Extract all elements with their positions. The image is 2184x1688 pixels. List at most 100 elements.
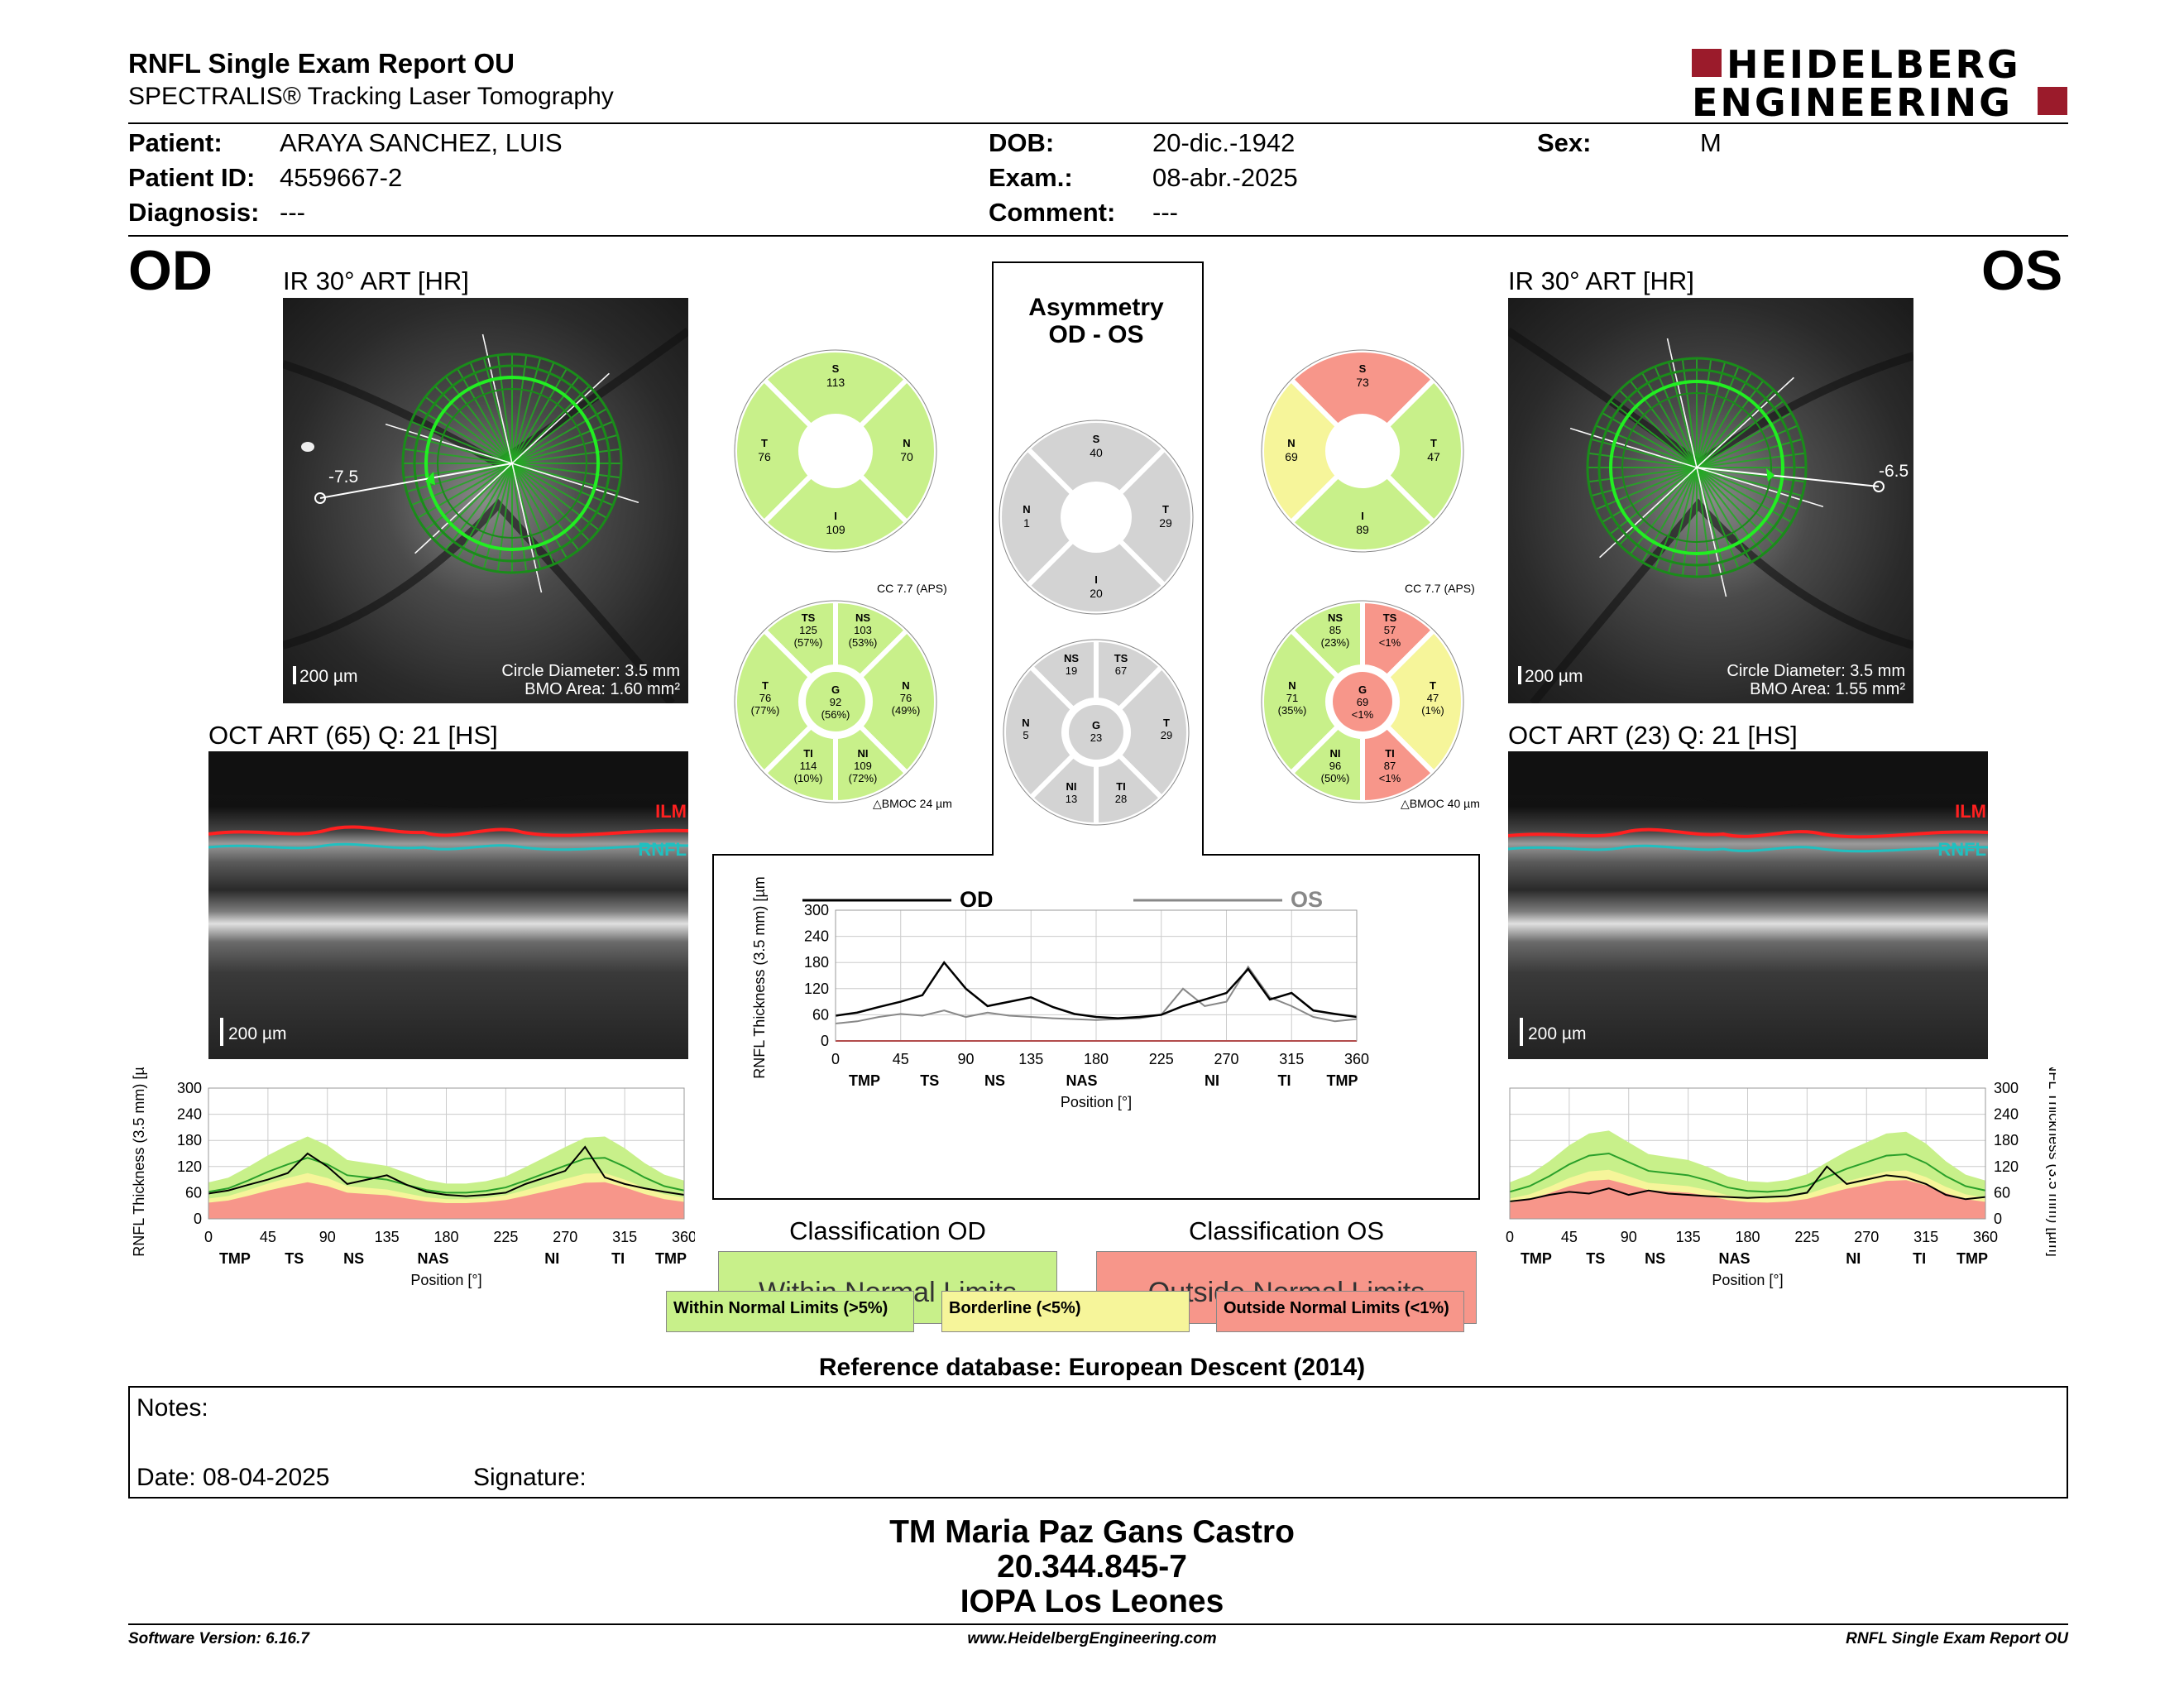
- sector-g: [1069, 705, 1123, 760]
- od-s6-n-v: 76: [900, 692, 912, 704]
- dob-value: 20-dic.-1942: [1152, 128, 1296, 157]
- exam-label: Exam.:: [989, 163, 1073, 192]
- scan-spoke: [511, 463, 600, 531]
- od-cc-label: CC 7.7 (APS): [877, 582, 947, 595]
- sector-g: [1333, 672, 1392, 731]
- os-s4-i-label: I: [1361, 510, 1364, 522]
- os-oct-image: ILM RNFL 200 µm: [1508, 751, 1988, 1059]
- os-s6-ns-v: 85: [1329, 624, 1341, 636]
- x-axis-label: Position [°]: [1061, 1094, 1132, 1110]
- legend-within-normal: Within Normal Limits (>5%): [666, 1291, 914, 1332]
- os-circle-diameter: Circle Diameter: 3.5 mm: [1727, 662, 1905, 680]
- od-s6-t-p: (77%): [751, 704, 780, 717]
- scan-spoke: [1629, 467, 1698, 555]
- os-s6-ts-l: TS: [1383, 611, 1397, 624]
- scan-spoke: [496, 354, 513, 464]
- outside-band-red: [208, 1182, 684, 1219]
- od-s6-g-p: (56%): [821, 708, 850, 721]
- scan-spoke: [424, 396, 513, 464]
- scan-spoke: [1654, 366, 1698, 468]
- report-subtitle: SPECTRALIS® Tracking Laser Tomography: [128, 83, 614, 110]
- scan-spoke: [1595, 467, 1698, 511]
- od-scale-bar: [293, 666, 296, 684]
- scan-spoke: [511, 448, 621, 464]
- sector-tick-label: TMP: [1327, 1072, 1358, 1089]
- os-ir-title: IR 30° ART [HR]: [1508, 266, 1694, 295]
- y-axis-label: RNFL Thickness (3.5 mm) [µm]: [132, 1067, 147, 1257]
- od-s6-ni-v: 109: [854, 760, 872, 772]
- sector-tick-label: TS: [285, 1250, 304, 1267]
- x-tick-label: 0: [831, 1051, 840, 1067]
- classification-od-title: Classification OD: [789, 1216, 986, 1245]
- asymmetry-title: Asymmetry: [1028, 294, 1164, 321]
- x-tick-label: 270: [553, 1229, 577, 1245]
- os-s6-n-l: N: [1288, 679, 1296, 692]
- scan-spoke: [1681, 467, 1698, 577]
- sector-tick-label: TS: [1586, 1250, 1605, 1267]
- scan-spoke: [1696, 380, 1765, 468]
- os-fundus-image: -6.5 200 µm Circle Diameter: 3.5 mm BMO …: [1508, 298, 1913, 703]
- notes-date: Date: 08-04-2025: [136, 1464, 330, 1491]
- scan-spoke: [444, 376, 513, 464]
- scan-spoke: [511, 463, 614, 506]
- sector-center: [1065, 486, 1128, 549]
- asym-s6-ni-v: 13: [1066, 793, 1077, 805]
- asym-s6-ti-v: 28: [1115, 793, 1127, 805]
- od-s6-t-v: 76: [759, 692, 771, 704]
- sector-tick-label: TI: [1278, 1072, 1291, 1089]
- scan-spoke: [1696, 467, 1784, 535]
- asym-s6-ts-v: 67: [1115, 664, 1127, 677]
- notes-box[interactable]: Notes: Date: 08-04-2025 Signature:: [128, 1386, 2068, 1499]
- footer-website[interactable]: www.HeidelbergEngineering.com: [967, 1630, 1217, 1647]
- patient-divider: [128, 235, 2068, 237]
- scan-spoke: [410, 420, 513, 464]
- x-tick-label: 0: [204, 1229, 213, 1245]
- scan-spoke: [1696, 400, 1784, 468]
- asym-s6-g-v: 23: [1090, 731, 1102, 744]
- asym-s4-n-label: N: [1023, 503, 1030, 516]
- notes-signature: Signature:: [473, 1464, 587, 1491]
- notes-label: Notes:: [136, 1394, 208, 1422]
- sector-outline: [1003, 639, 1190, 826]
- scan-spoke: [511, 385, 591, 464]
- od-circle-diameter: Circle Diameter: 3.5 mm: [501, 662, 680, 680]
- od-s6-ti-l: TI: [803, 747, 813, 760]
- asym-s4-n-value: 1: [1023, 516, 1030, 530]
- os-s4-n-value: 69: [1285, 450, 1298, 463]
- os-s6-ni-p: (50%): [1321, 772, 1350, 784]
- sector-tick-label: NI: [1205, 1072, 1219, 1089]
- asym-s4-t-value: 29: [1159, 516, 1172, 530]
- od-s4-s-value: 113: [826, 376, 845, 389]
- od-s6-g-l: G: [831, 683, 840, 696]
- scan-spoke: [424, 463, 513, 531]
- comment-label: Comment:: [989, 198, 1116, 227]
- od-s6-n-p: (49%): [892, 704, 921, 717]
- scan-spoke: [1696, 467, 1752, 563]
- sector-tick-label: TMP: [655, 1250, 687, 1267]
- plot-frame: [1509, 1087, 1986, 1220]
- y-tick-label: 180: [1994, 1132, 2019, 1149]
- os-scale-bar: [1518, 666, 1521, 684]
- os-s4-t-label: T: [1430, 437, 1437, 449]
- y-tick-label: 240: [177, 1106, 202, 1123]
- scan-spoke: [511, 463, 542, 569]
- os-s6-ti-v: 87: [1384, 760, 1396, 772]
- scan-spoke: [1696, 467, 1775, 546]
- scan-spoke: [496, 463, 513, 573]
- asym-sector4-chart: S 40 N 1 T 29 I 20: [997, 418, 1195, 616]
- sector-tick-label: TMP: [849, 1072, 880, 1089]
- plot-frame: [835, 909, 1358, 1042]
- od-rnfl-label: RNFL: [638, 839, 687, 860]
- y-tick-label: 60: [812, 1006, 829, 1023]
- os-s4-s-label: S: [1359, 362, 1367, 375]
- sector-center: [1329, 418, 1396, 484]
- os-sector4-chart: S 73 N 69 I 89 T 47: [1259, 348, 1466, 554]
- os-s4-n-label: N: [1287, 437, 1295, 449]
- od-oct-image: ILM RNFL 200 µm: [208, 751, 688, 1059]
- sector-outline: [1261, 349, 1464, 553]
- od-s6-ns-l: NS: [855, 611, 870, 624]
- os-oct-overlay: [1508, 751, 1988, 853]
- os-s6-ni-l: NI: [1330, 747, 1341, 760]
- od-oct-title: OCT ART (65) Q: 21 [HS]: [208, 721, 498, 750]
- od-s6-ti-v: 114: [800, 760, 817, 772]
